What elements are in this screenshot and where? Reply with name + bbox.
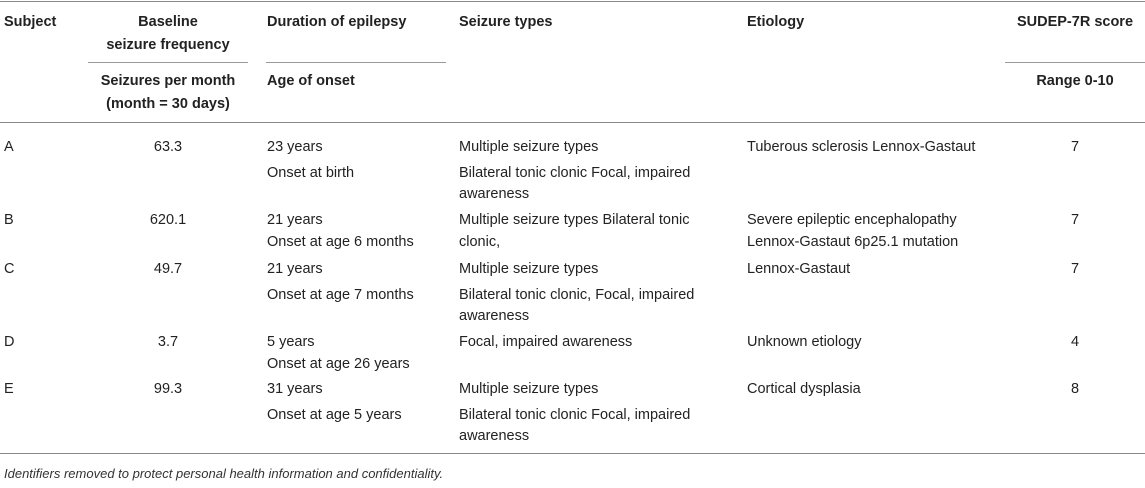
header-baseline-sub-line1: Seizures per month: [100, 73, 236, 89]
cell-sudep-score: 4: [1070, 334, 1080, 350]
cell-seizure-types-line2: Bilateral tonic clonic Focal, impaired: [459, 165, 691, 181]
sudep-subheader-rule: [1005, 62, 1145, 63]
cell-frequency: 49.7: [153, 261, 183, 277]
cell-seizure-types-line2: Bilateral tonic clonic Focal, impaired: [459, 407, 691, 423]
cell-seizure-types-line3: awareness: [459, 186, 530, 202]
cell-seizure-types-line3: awareness: [459, 308, 530, 324]
cell-sudep-score: 7: [1070, 212, 1080, 228]
cell-frequency: 99.3: [153, 381, 183, 397]
header-bottom-rule: [0, 122, 1145, 123]
cell-seizure-types-line1: Focal, impaired awareness: [459, 334, 633, 350]
cell-etiology-line1: Severe epileptic encephalopathy: [747, 212, 957, 228]
cell-subject: A: [4, 139, 14, 155]
header-seizure-types: Seizure types: [459, 14, 553, 30]
table-top-rule: [0, 1, 1145, 2]
cell-subject: C: [4, 261, 15, 277]
header-subject: Subject: [4, 14, 57, 30]
cell-duration: 23 years: [267, 139, 323, 155]
cell-onset: Onset at birth: [267, 165, 355, 181]
header-age-of-onset: Age of onset: [267, 73, 355, 89]
cell-frequency: 3.7: [157, 334, 179, 350]
cell-sudep-score: 7: [1070, 261, 1080, 277]
cell-seizure-types-line1: Multiple seizure types: [459, 381, 599, 397]
cell-duration: 21 years: [267, 261, 323, 277]
cell-etiology-line1: Cortical dysplasia: [747, 381, 861, 397]
header-baseline-sub-line2: (month = 30 days): [106, 96, 230, 112]
baseline-subheader-rule: [88, 62, 248, 63]
table-footnote: Identifiers removed to protect personal …: [4, 466, 444, 481]
table-bottom-rule: [0, 453, 1145, 454]
duration-subheader-rule: [266, 62, 446, 63]
cell-seizure-types-line2: clonic,: [459, 234, 501, 250]
cell-duration: 21 years: [267, 212, 323, 228]
cell-onset: Onset at age 6 months: [267, 234, 414, 250]
cell-subject: D: [4, 334, 15, 350]
cell-seizure-types-line2: Bilateral tonic clonic, Focal, impaired: [459, 287, 695, 303]
header-baseline-line2: seizure frequency: [106, 37, 230, 53]
cell-onset: Onset at age 7 months: [267, 287, 414, 303]
cell-onset: Onset at age 5 years: [267, 407, 402, 423]
cell-sudep-score: 8: [1070, 381, 1080, 397]
cell-subject: E: [4, 381, 14, 397]
cell-frequency: 620.1: [149, 212, 187, 228]
cell-seizure-types-line1: Multiple seizure types: [459, 261, 599, 277]
cell-seizure-types-line1: Multiple seizure types: [459, 139, 599, 155]
header-etiology: Etiology: [747, 14, 805, 30]
header-baseline-line1: Baseline: [138, 14, 198, 30]
cell-seizure-types-line1: Multiple seizure types Bilateral tonic: [459, 212, 690, 228]
header-sudep: SUDEP-7R score: [1016, 14, 1134, 30]
cell-sudep-score: 7: [1070, 139, 1080, 155]
cell-etiology-line1: Unknown etiology: [747, 334, 862, 350]
cell-etiology-line2: Lennox-Gastaut 6p25.1 mutation: [747, 234, 959, 250]
cell-frequency: 63.3: [153, 139, 183, 155]
cell-etiology-line1: Tuberous sclerosis Lennox-Gastaut: [747, 139, 976, 155]
cell-onset: Onset at age 26 years: [267, 356, 410, 372]
cell-subject: B: [4, 212, 14, 228]
cell-seizure-types-line3: awareness: [459, 428, 530, 444]
cell-etiology-line1: Lennox-Gastaut: [747, 261, 851, 277]
cell-duration: 31 years: [267, 381, 323, 397]
cell-duration: 5 years: [267, 334, 315, 350]
header-duration: Duration of epilepsy: [267, 14, 407, 30]
header-sudep-range: Range 0-10: [1036, 73, 1114, 89]
